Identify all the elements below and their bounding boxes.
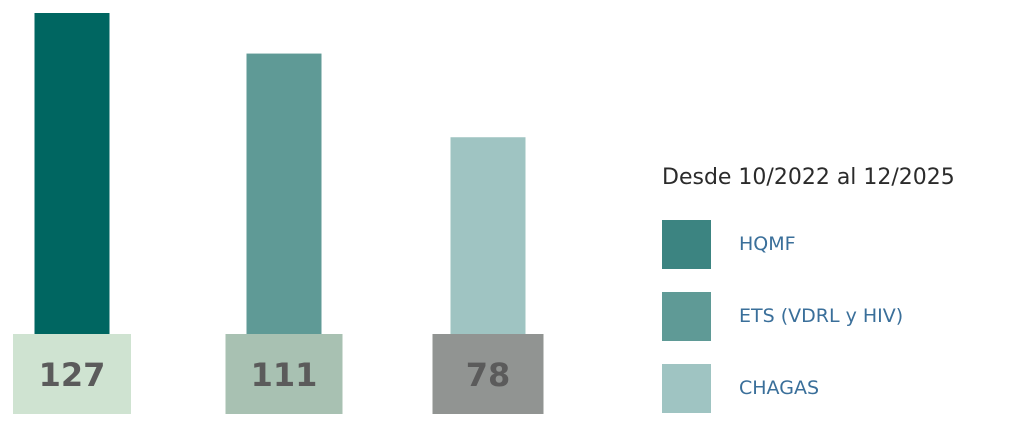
legend-label-chagas: CHAGAS xyxy=(739,377,819,399)
bar-1 xyxy=(247,54,322,335)
legend-item-hqmf: HQMF xyxy=(662,218,1022,270)
value-label-1: 111 xyxy=(251,356,318,394)
legend-label-ets: ETS (VDRL y HIV) xyxy=(739,305,903,327)
legend-item-ets: ETS (VDRL y HIV) xyxy=(662,290,1022,342)
legend: Desde 10/2022 al 12/2025 HQMF ETS (VDRL … xyxy=(662,165,1022,434)
value-label-2: 78 xyxy=(466,356,511,394)
legend-swatch-ets xyxy=(662,292,711,341)
bar-chart: 127 111 78 xyxy=(0,0,600,414)
legend-item-chagas: CHAGAS xyxy=(662,362,1022,414)
legend-swatch-hqmf xyxy=(662,220,711,269)
bar-0 xyxy=(35,13,110,335)
legend-swatch-chagas xyxy=(662,364,711,413)
value-label-0: 127 xyxy=(39,356,106,394)
legend-title: Desde 10/2022 al 12/2025 xyxy=(662,165,1022,190)
bar-2 xyxy=(451,137,526,335)
legend-label-hqmf: HQMF xyxy=(739,233,796,255)
